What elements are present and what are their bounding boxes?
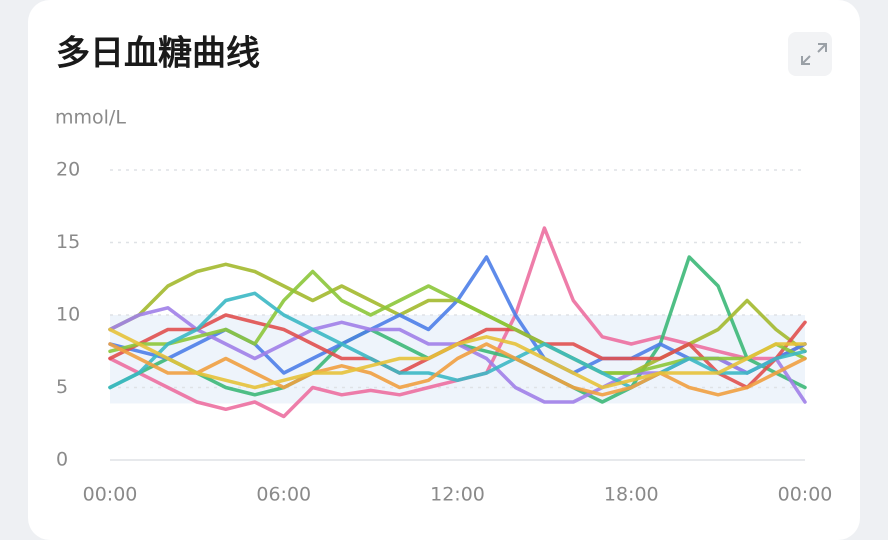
glucose-line (108, 327, 807, 390)
y-axis-label: mmol/L (55, 107, 126, 129)
y-tick-label: 0 (56, 449, 68, 471)
expand-icon[interactable] (801, 43, 827, 65)
expand-button[interactable] (788, 32, 832, 76)
chart-title: 多日血糖曲线 (56, 34, 260, 74)
card: 多日血糖曲线 mmol/L 0 5 10 15 20 00:00 06:00 12:00 18:… (28, 0, 860, 540)
chart: 多日血糖曲线 mmol/L 0 5 10 15 20 00:00 06:00 12:00 18:… (55, 32, 833, 506)
x-tick-label: 06:00 (256, 484, 311, 506)
y-tick-label: 10 (56, 304, 80, 326)
y-tick-label: 15 (56, 231, 80, 253)
x-tick-label: 00:00 (778, 484, 833, 506)
expand-bg[interactable] (788, 32, 832, 76)
page: {"chart_data": {"type": "line", "title":… (28, 0, 860, 540)
y-tick-label: 5 (56, 376, 68, 398)
glucose-line (108, 291, 807, 390)
x-tick-label: 12:00 (430, 484, 485, 506)
glucose-line (108, 342, 807, 397)
x-tick-label: 18:00 (604, 484, 659, 506)
y-tick-label: 20 (56, 159, 80, 181)
x-tick-label: 00:00 (83, 484, 138, 506)
